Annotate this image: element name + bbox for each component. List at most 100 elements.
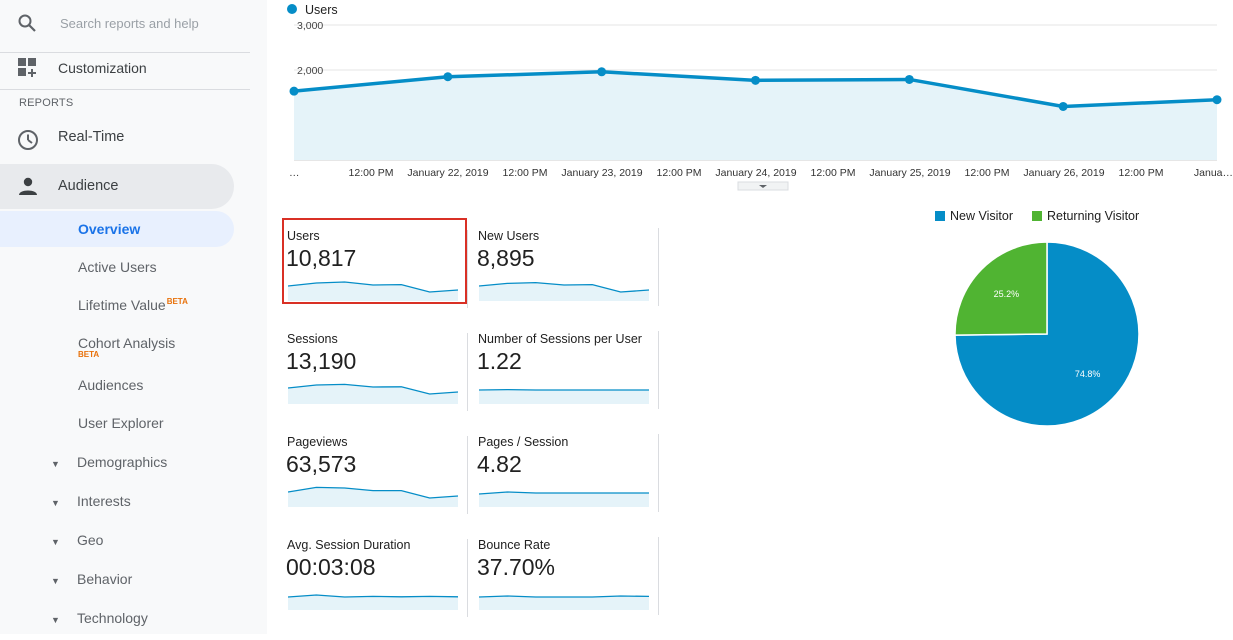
metric-label: Avg. Session Duration [287, 538, 410, 552]
x-tick-label: 12:00 PM [811, 167, 856, 179]
metric-value: 37.70% [477, 554, 555, 581]
realtime-label: Real-Time [58, 129, 124, 145]
data-point[interactable] [751, 76, 760, 85]
tile-divider [467, 230, 468, 308]
metric-label: New Users [478, 229, 539, 243]
tree-behavior[interactable]: ▼ Behavior [0, 571, 250, 601]
metric-label: Number of Sessions per User [478, 332, 642, 346]
reports-heading: REPORTS [19, 97, 73, 109]
sparkline [288, 374, 458, 404]
data-point[interactable] [1213, 95, 1222, 104]
visitor-type-pie-chart: 74.8% 25.2% [940, 234, 1150, 434]
sidebar-item-audiences[interactable]: Audiences [78, 377, 143, 393]
legend-item-new-visitor: New Visitor [935, 209, 1013, 223]
sparkline-area [479, 390, 649, 404]
metric-label: Bounce Rate [478, 538, 550, 552]
data-point[interactable] [1059, 102, 1068, 111]
x-tick-label: 12:00 PM [657, 167, 702, 179]
selected-metric-highlight [282, 218, 467, 304]
customization-label: Customization [58, 60, 147, 76]
caret-down-icon: ▼ [51, 615, 60, 625]
audience-label: Audience [58, 178, 118, 194]
tree-label: Geo [77, 532, 103, 548]
sparkline [288, 477, 458, 507]
person-icon [17, 176, 39, 198]
metric-tile-bounce-rate[interactable]: Bounce Rate 37.70% [473, 531, 653, 619]
tile-divider [467, 436, 468, 514]
clock-icon [17, 129, 39, 151]
sparkline [479, 374, 649, 404]
tree-technology[interactable]: ▼ Technology [0, 610, 250, 640]
x-tick-label: January 25, 2019 [869, 167, 950, 179]
sidebar-item-cohort-analysis[interactable]: Cohort Analysis [78, 335, 175, 351]
metric-tile-number-of-sessions-per-user[interactable]: Number of Sessions per User 1.22 [473, 325, 653, 413]
nav-realtime[interactable]: Real-Time [0, 119, 250, 159]
tile-divider [467, 333, 468, 411]
y-tick-label: 2,000 [297, 65, 323, 77]
tree-demographics[interactable]: ▼ Demographics [0, 454, 250, 484]
lifetime-value-label: Lifetime Value [78, 297, 166, 313]
tree-label: Technology [77, 610, 148, 626]
metric-value: 63,573 [286, 451, 356, 478]
sidebar: Search reports and help Customization RE… [0, 0, 267, 634]
tree-label: Behavior [77, 571, 132, 587]
data-point[interactable] [597, 67, 606, 76]
sparkline-area [288, 595, 458, 610]
x-tick-label: January 24, 2019 [715, 167, 796, 179]
caret-down-icon: ▼ [51, 459, 60, 469]
legend-label-users: Users [305, 3, 338, 17]
caret-down-icon: ▼ [51, 576, 60, 586]
customization-item[interactable]: Customization [0, 53, 250, 90]
sidebar-item-lifetime-value[interactable]: Lifetime ValueBETA [78, 297, 187, 313]
x-tick-label: … [289, 167, 300, 179]
metric-value: 1.22 [477, 348, 522, 375]
data-point[interactable] [905, 75, 914, 84]
x-tick-label: Janua… [1194, 167, 1233, 179]
metric-value: 4.82 [477, 451, 522, 478]
legend-label: Returning Visitor [1047, 209, 1139, 223]
sparkline [479, 580, 649, 610]
pie-slice-label: 25.2% [994, 289, 1020, 299]
metric-label: Pages / Session [478, 435, 568, 449]
data-point[interactable] [443, 72, 452, 81]
beta-badge: BETA [167, 297, 188, 306]
metric-value: 13,190 [286, 348, 356, 375]
tree-interests[interactable]: ▼ Interests [0, 493, 250, 523]
x-tick-label: 12:00 PM [503, 167, 548, 179]
data-point[interactable] [290, 87, 299, 96]
sparkline [288, 580, 458, 610]
pie-slice-label: 74.8% [1075, 369, 1101, 379]
metric-tile-pages-session[interactable]: Pages / Session 4.82 [473, 428, 653, 516]
dashboard-icon [18, 58, 40, 80]
x-tick-label: 12:00 PM [349, 167, 394, 179]
tile-divider [658, 434, 659, 512]
sparkline-area [479, 492, 649, 507]
x-tick-label: 12:00 PM [965, 167, 1010, 179]
legend-marker [287, 4, 297, 14]
search-bar[interactable]: Search reports and help [0, 0, 250, 53]
sidebar-item-user-explorer[interactable]: User Explorer [78, 415, 164, 431]
legend-item-returning-visitor: Returning Visitor [1032, 209, 1139, 223]
beta-badge: BETA [78, 350, 99, 359]
legend-label: New Visitor [950, 209, 1013, 223]
tree-geo[interactable]: ▼ Geo [0, 532, 250, 562]
sidebar-item-active-users[interactable]: Active Users [78, 259, 157, 275]
nav-audience[interactable]: Audience [0, 164, 234, 209]
tile-divider [658, 228, 659, 306]
legend-swatch [935, 211, 945, 221]
metric-label: Sessions [287, 332, 338, 346]
y-tick-label: 3,000 [297, 20, 323, 32]
search-input[interactable]: Search reports and help [60, 16, 199, 31]
tile-divider [658, 331, 659, 409]
series-area-users [294, 72, 1217, 160]
tile-divider [658, 537, 659, 615]
sidebar-item-overview[interactable]: Overview [78, 221, 140, 237]
metric-tile-sessions[interactable]: Sessions 13,190 [282, 325, 462, 413]
caret-down-icon: ▼ [51, 537, 60, 547]
x-tick-label: January 26, 2019 [1023, 167, 1104, 179]
x-tick-label: January 22, 2019 [407, 167, 488, 179]
